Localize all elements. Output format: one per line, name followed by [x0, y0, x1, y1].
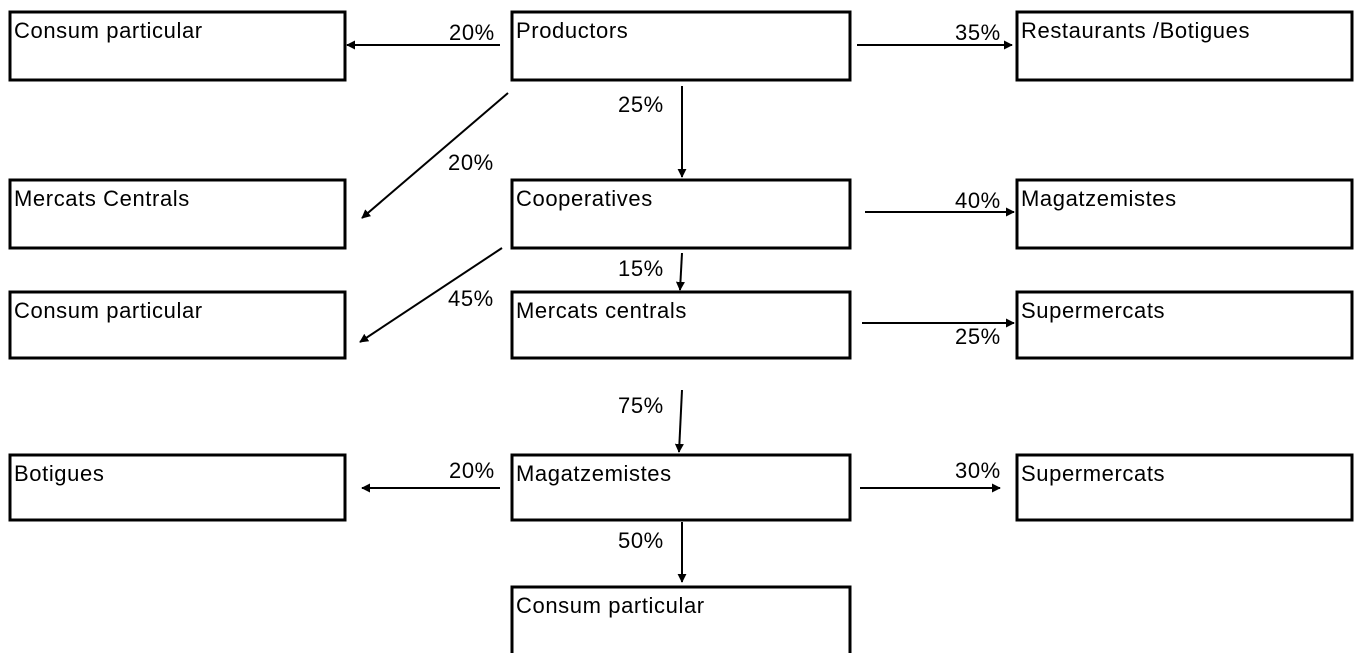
edge-label: 75%	[618, 393, 664, 418]
edge-label: 20%	[449, 458, 495, 483]
node-label: Consum particular	[14, 298, 203, 323]
node-label: Mercats Centrals	[14, 186, 190, 211]
node-box	[510, 453, 852, 522]
edge-label: 25%	[618, 92, 664, 117]
node-box	[1015, 10, 1354, 82]
node-label: Supermercats	[1021, 461, 1165, 486]
node-box	[8, 290, 347, 360]
edge-arrow	[361, 92, 509, 219]
edge-label: 45%	[448, 286, 494, 311]
node-box	[1015, 178, 1354, 250]
node-box	[510, 10, 852, 82]
node-label: Restaurants /Botigues	[1021, 18, 1250, 43]
node-label: Cooperatives	[516, 186, 653, 211]
edge-label: 35%	[955, 20, 1001, 45]
node-box	[8, 178, 347, 250]
edge-label: 20%	[449, 20, 495, 45]
node-box	[1015, 453, 1354, 522]
node-label: Magatzemistes	[516, 461, 672, 486]
edge-arrow	[359, 247, 503, 343]
edge-label: 40%	[955, 188, 1001, 213]
edge-label: 50%	[618, 528, 664, 553]
node-box	[510, 290, 852, 360]
node-label: Consum particular	[516, 593, 705, 618]
node-label: Productors	[516, 18, 628, 43]
edge-arrow	[675, 252, 685, 291]
node-box	[8, 453, 347, 522]
node-label: Mercats centrals	[516, 298, 687, 323]
edge-label: 15%	[618, 256, 664, 281]
node-label: Consum particular	[14, 18, 203, 43]
node-label: Magatzemistes	[1021, 186, 1177, 211]
node-box	[1015, 290, 1354, 360]
node-box	[510, 178, 852, 250]
edge-label: 25%	[955, 324, 1001, 349]
node-label: Supermercats	[1021, 298, 1165, 323]
edge-label: 30%	[955, 458, 1001, 483]
node-box	[8, 10, 347, 82]
node-label: Botigues	[14, 461, 104, 486]
edge-arrow	[674, 389, 684, 453]
edge-label: 20%	[448, 150, 494, 175]
